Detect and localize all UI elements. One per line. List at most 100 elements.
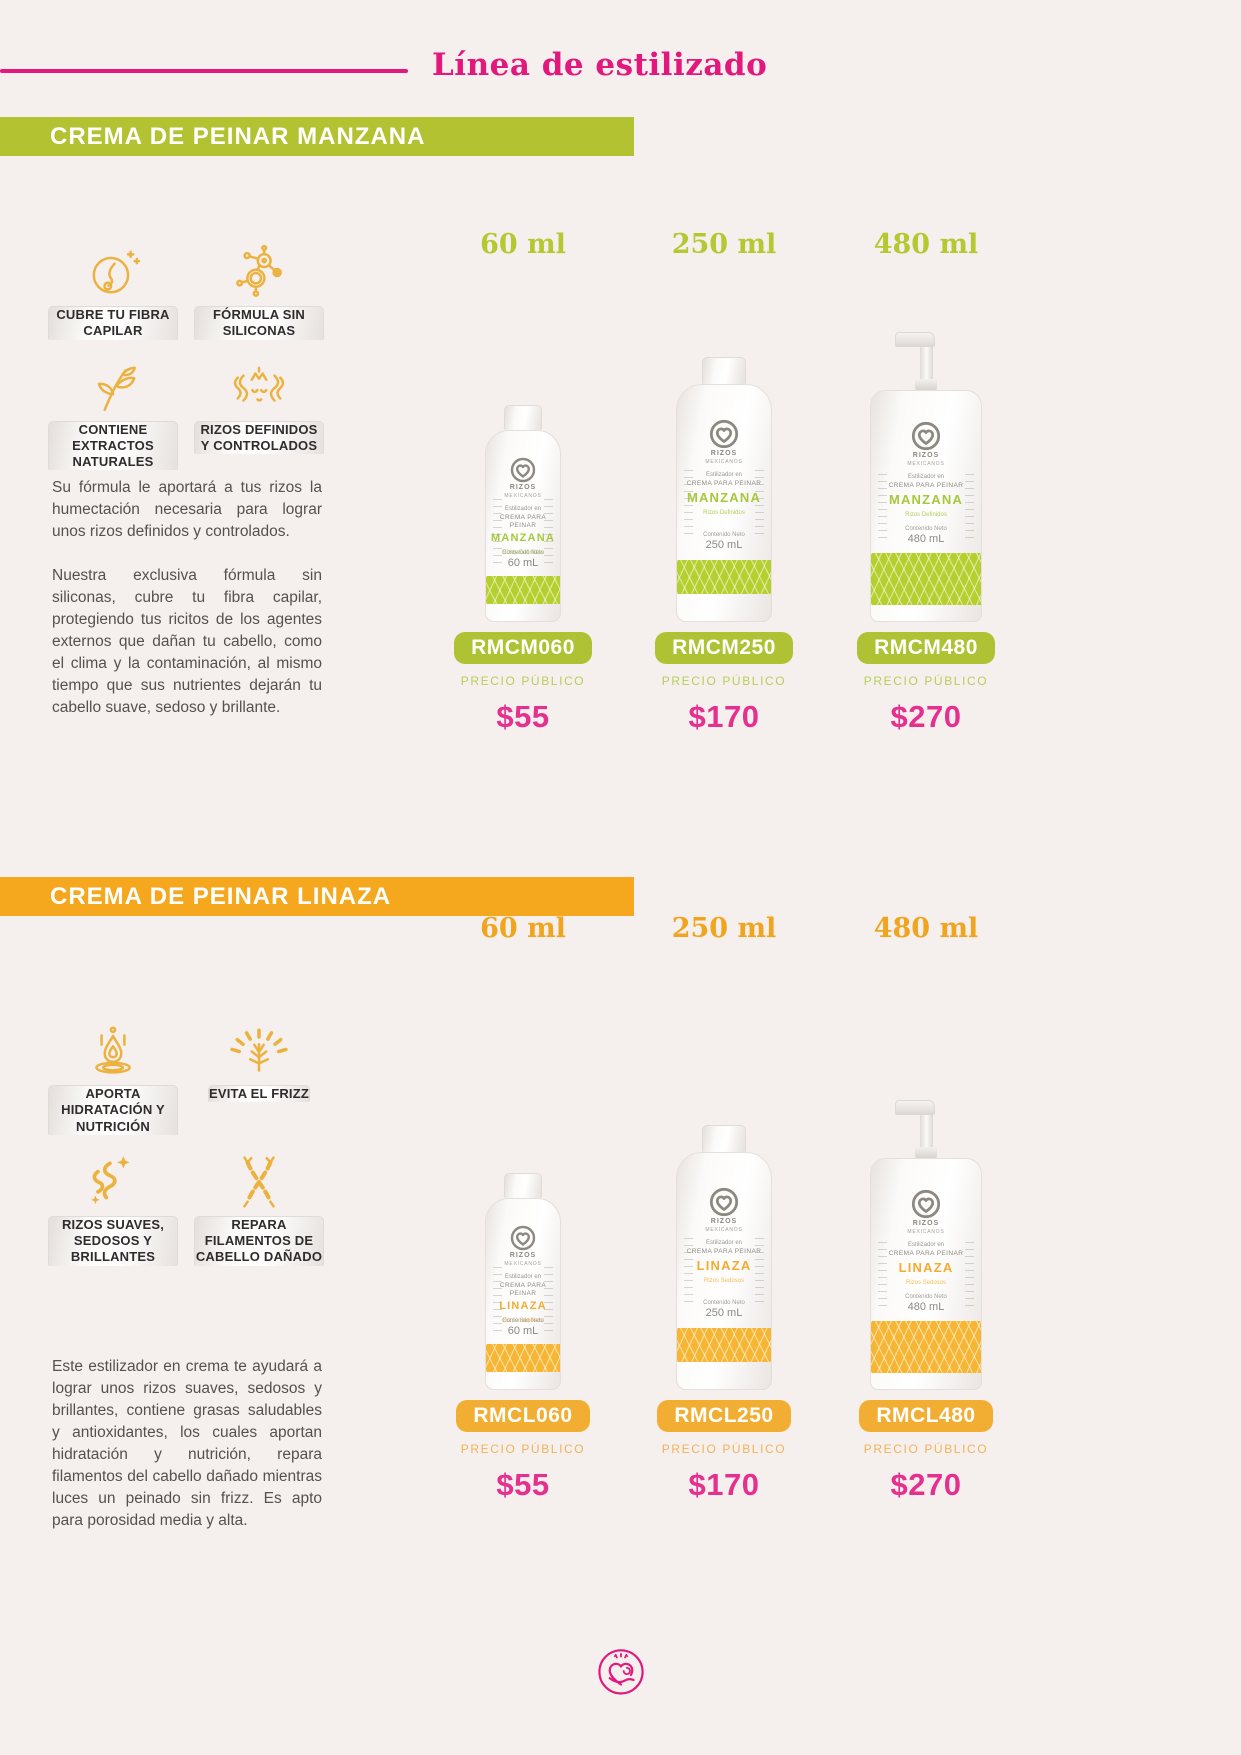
bottle-pattern-band bbox=[677, 560, 771, 594]
description-linaza: Este estilizador en crema te ayudará a l… bbox=[52, 1356, 322, 1532]
brand-logo-icon bbox=[709, 419, 739, 449]
bottle-volume: Contenido Neto 480 mL bbox=[905, 526, 947, 545]
bottle-type: CREMA PARA PEINAR bbox=[686, 479, 762, 487]
size-label: 250 ml bbox=[671, 229, 777, 260]
bottle-type: CREMA PARA PEINAR bbox=[499, 513, 547, 529]
hair-follicle-icon bbox=[92, 250, 141, 294]
bottle-tagline: Rizos Definidos bbox=[703, 509, 745, 516]
bottle-product-name: LINAZA bbox=[696, 1257, 752, 1273]
brand-name: MEXICANOS bbox=[504, 1260, 542, 1267]
size-label: 250 ml bbox=[671, 913, 777, 944]
brand-name: RIZOS bbox=[912, 452, 940, 459]
bottle-product-name: MANZANA bbox=[888, 491, 964, 507]
plant-sprout-icon bbox=[97, 366, 136, 411]
product-column-rmcm480: 480 ml RIZOS MEXICANOS Estilizador en CR… bbox=[824, 226, 1028, 735]
brand-name: RIZOS bbox=[710, 450, 738, 457]
bottle-cap bbox=[504, 405, 542, 430]
brand-name: RIZOS bbox=[710, 1218, 738, 1225]
feature-cubre-fibra: CUBRE TU FIBRA CAPILAR bbox=[48, 243, 178, 340]
product-code-badge: RMCL480 bbox=[859, 1400, 993, 1432]
bottle-product-name: MANZANA bbox=[686, 489, 762, 505]
product-bottle-250ml: RIZOS MEXICANOS Estilizador en CREMA PAR… bbox=[676, 1125, 772, 1390]
molecule-icon bbox=[236, 244, 282, 297]
feature-sin-siliconas: FÓRMULA SIN SILICONAS bbox=[194, 243, 324, 340]
brand-name: RIZOS bbox=[509, 484, 537, 491]
price-value: $55 bbox=[496, 1467, 550, 1502]
paragraph: Nuestra exclusiva fórmula sin siliconas,… bbox=[52, 567, 322, 716]
bottle-product-name: MANZANA bbox=[490, 531, 555, 544]
bottle-type: Estilizador en bbox=[907, 1242, 945, 1248]
feature-label: FÓRMULA SIN SILICONAS bbox=[194, 306, 324, 340]
feature-label: EVITA EL FRIZZ bbox=[207, 1085, 311, 1103]
brand-logo-icon bbox=[510, 1225, 536, 1251]
defined-curls-icon bbox=[233, 366, 285, 402]
brand-name: MEXICANOS bbox=[907, 460, 945, 467]
brand-name: RIZOS bbox=[912, 1220, 940, 1227]
brand-name: MEXICANOS bbox=[504, 492, 542, 499]
price-value: $270 bbox=[890, 1467, 962, 1502]
pump-dispenser bbox=[895, 1100, 957, 1158]
size-label: 60 ml bbox=[480, 913, 566, 944]
hydration-drop-icon bbox=[95, 1026, 131, 1074]
feature-label: RIZOS DEFINIDOS Y CONTROLADOS bbox=[194, 420, 324, 454]
bottle-type: Estilizador en bbox=[504, 506, 542, 512]
price-label: PRECIO PÚBLICO bbox=[460, 1442, 586, 1456]
product-bottle-250ml: RIZOS MEXICANOS Estilizador en CREMA PAR… bbox=[676, 357, 772, 622]
brand-logo-icon bbox=[510, 457, 536, 483]
bottle-tagline: Rizos Sedosos bbox=[502, 1317, 544, 1324]
feature-grid-linaza: APORTA HIDRATACIÓN Y NUTRICIÓN EVITA EL … bbox=[48, 1022, 324, 1266]
product-code-badge: RMCM250 bbox=[655, 632, 793, 664]
bottle-cap bbox=[702, 1125, 746, 1152]
feature-hidratacion: APORTA HIDRATACIÓN Y NUTRICIÓN bbox=[48, 1022, 178, 1135]
bottle-type: Estilizador en bbox=[907, 474, 945, 480]
size-label: 480 ml bbox=[873, 229, 979, 260]
feature-label: CONTIENE EXTRACTOS NATURALES bbox=[48, 420, 178, 471]
feature-label: REPARA FILAMENTOS DE CABELLO DAÑADO bbox=[194, 1215, 324, 1266]
feature-rizos-definidos: RIZOS DEFINIDOS Y CONTROLADOS bbox=[194, 358, 324, 471]
bottle-pattern-band bbox=[871, 553, 981, 605]
brand-name: MEXICANOS bbox=[907, 1228, 945, 1235]
soft-waves-icon bbox=[89, 1153, 132, 1206]
brand-logo-icon bbox=[709, 1187, 739, 1217]
product-bottle-480ml: RIZOS MEXICANOS Estilizador en CREMA PAR… bbox=[870, 332, 982, 622]
price-label: PRECIO PÚBLICO bbox=[661, 674, 787, 688]
bottle-type: Estilizador en bbox=[504, 1274, 542, 1280]
price-label: PRECIO PÚBLICO bbox=[661, 1442, 787, 1456]
brand-name: MEXICANOS bbox=[705, 1226, 743, 1233]
price-value: $55 bbox=[496, 699, 550, 734]
bottle-cap bbox=[504, 1173, 542, 1198]
size-label: 480 ml bbox=[873, 913, 979, 944]
bottle-type: Estilizador en bbox=[705, 1240, 743, 1246]
bottle-pattern-band bbox=[677, 1328, 771, 1362]
bottle-volume: Contenido Neto 60 mL bbox=[502, 550, 544, 569]
header-rule bbox=[0, 69, 408, 73]
repair-filaments-icon bbox=[230, 1153, 288, 1211]
feature-label: RIZOS SUAVES, SEDOSOS Y BRILLANTES bbox=[48, 1215, 178, 1266]
price-value: $270 bbox=[890, 699, 962, 734]
bottle-volume: Contenido Neto 250 mL bbox=[703, 532, 745, 551]
bottle-type: CREMA PARA PEINAR bbox=[499, 1281, 547, 1297]
bottle-product-name: LINAZA bbox=[898, 1259, 954, 1275]
product-bottle-60ml: RIZOS MEXICANOS Estilizador en CREMA PAR… bbox=[485, 1173, 561, 1390]
product-column-rmcl060: 60 ml RIZOS MEXICANOS Estilizador en CRE… bbox=[421, 910, 625, 1503]
product-bottle-480ml: RIZOS MEXICANOS Estilizador en CREMA PAR… bbox=[870, 1100, 982, 1390]
page-title: Línea de estilizado bbox=[432, 47, 768, 83]
product-column-rmcm060: 60 ml RIZOS MEXICANOS Estilizador en CRE… bbox=[421, 226, 625, 735]
bottle-pattern-band bbox=[486, 1344, 560, 1372]
bottle-product-name: LINAZA bbox=[499, 1299, 547, 1312]
brand-logo-icon bbox=[911, 1189, 941, 1219]
price-label: PRECIO PÚBLICO bbox=[863, 1442, 989, 1456]
feature-evita-frizz: EVITA EL FRIZZ bbox=[194, 1022, 324, 1135]
brand-name: RIZOS bbox=[509, 1252, 537, 1259]
paragraph: Su fórmula le aportará a tus rizos la hu… bbox=[52, 479, 322, 540]
section-banner-linaza: CREMA DE PEINAR LINAZA bbox=[0, 877, 634, 916]
bottle-tagline: Rizos Sedosos bbox=[905, 1279, 947, 1286]
bottle-type: CREMA PARA PEINAR bbox=[686, 1247, 762, 1255]
bottle-type: CREMA PARA PEINAR bbox=[888, 481, 964, 489]
feature-repara-filamentos: REPARA FILAMENTOS DE CABELLO DAÑADO bbox=[194, 1153, 324, 1266]
feature-grid-manzana: CUBRE TU FIBRA CAPILAR FÓRMULA SIN SILIC… bbox=[48, 243, 324, 471]
product-code-badge: RMCM480 bbox=[857, 632, 995, 664]
bottle-volume: Contenido Neto 250 mL bbox=[703, 1300, 745, 1319]
description-manzana: Su fórmula le aportará a tus rizos la hu… bbox=[52, 477, 322, 719]
